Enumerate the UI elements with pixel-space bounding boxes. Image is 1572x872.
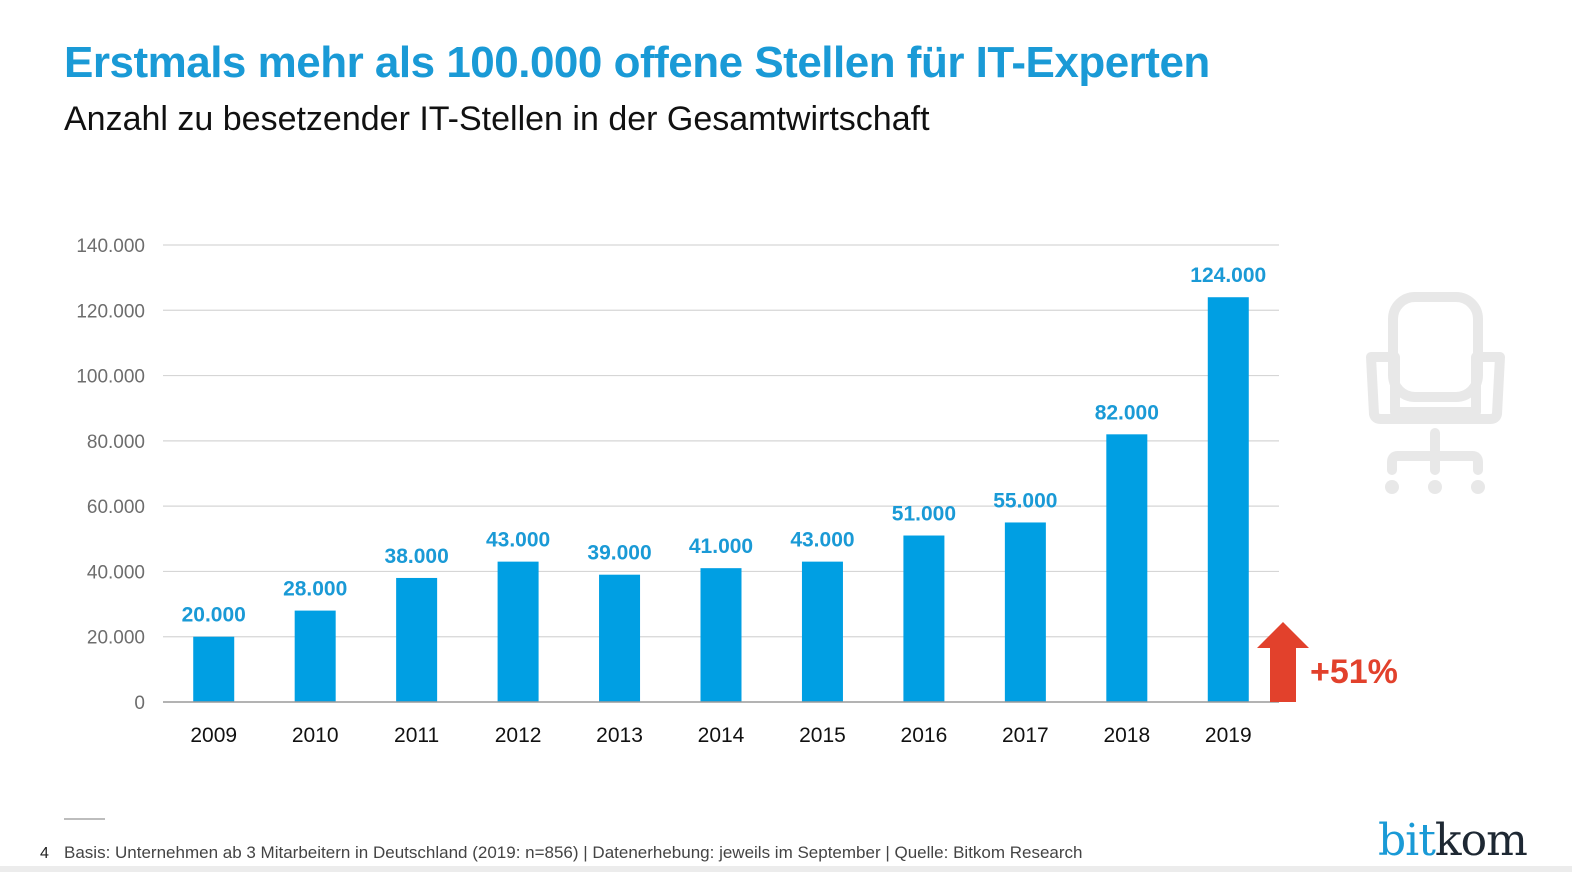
logo-part-bit: bit xyxy=(1378,815,1436,866)
data-label-2009: 20.000 xyxy=(182,604,246,627)
bitkom-logo: bitkom xyxy=(1378,815,1528,866)
x-tick-label: 2015 xyxy=(799,724,846,747)
growth-label: +51% xyxy=(1310,653,1398,691)
x-tick-label: 2016 xyxy=(901,724,948,747)
bar-2019 xyxy=(1207,297,1249,702)
x-tick-label: 2009 xyxy=(190,724,237,747)
y-tick-label: 40.000 xyxy=(87,562,145,583)
data-label-2010: 28.000 xyxy=(283,578,347,601)
bar-2012 xyxy=(497,561,539,702)
data-label-2015: 43.000 xyxy=(790,529,854,552)
bar-2010 xyxy=(294,610,336,702)
grid-layer xyxy=(163,244,1279,638)
x-tick-label: 2013 xyxy=(596,724,643,747)
data-label-2014: 41.000 xyxy=(689,535,753,558)
y-tick-label: 120.000 xyxy=(76,301,145,322)
footer-divider xyxy=(64,818,105,820)
y-tick-label: 0 xyxy=(134,693,145,714)
data-label-2016: 51.000 xyxy=(892,503,956,526)
x-tick-label: 2012 xyxy=(495,724,542,747)
bar-2016 xyxy=(903,535,945,702)
logo-part-kom: kom xyxy=(1434,815,1528,866)
y-axis-ticks: 0 20.000 40.000 60.000 80.000 100.000 120.000 1… xyxy=(76,236,145,714)
data-label-2019: 124.000 xyxy=(1190,264,1266,287)
x-tick-label: 2019 xyxy=(1205,724,1252,747)
x-tick-label: 2011 xyxy=(394,724,439,747)
page-title: Erstmals mehr als 100.000 offene Stellen… xyxy=(64,38,1210,87)
growth-annotation: +51% xyxy=(1257,622,1398,702)
data-label-2017: 55.000 xyxy=(993,489,1057,512)
data-labels: 20.000 28.000 38.000 43.000 39.000 41.000 43.0… xyxy=(182,264,1267,626)
bar-2011 xyxy=(396,577,438,702)
office-chair-icon xyxy=(1366,292,1505,475)
data-label-2018: 82.000 xyxy=(1095,401,1159,424)
page-number: 4 xyxy=(40,845,49,862)
bar-2014 xyxy=(700,568,742,702)
x-tick-label: 2018 xyxy=(1103,724,1150,747)
data-label-2012: 43.000 xyxy=(486,529,550,552)
bar-2015 xyxy=(801,561,843,702)
x-tick-label: 2017 xyxy=(1002,724,1049,747)
y-tick-label: 80.000 xyxy=(87,432,145,453)
data-label-2013: 39.000 xyxy=(587,542,651,565)
page-subtitle: Anzahl zu besetzender IT-Stellen in der … xyxy=(64,100,930,138)
x-axis-ticks: 2009 2010 2011 2012 2013 2014 2015 2016 2017 2018… xyxy=(190,724,1251,747)
bar-2009 xyxy=(193,636,235,702)
bottom-bar xyxy=(0,866,1572,872)
chair-wheels xyxy=(1385,480,1485,494)
y-tick-label: 140.000 xyxy=(76,236,145,257)
y-tick-label: 20.000 xyxy=(87,628,145,649)
y-tick-label: 60.000 xyxy=(87,497,145,518)
data-label-2011: 38.000 xyxy=(385,545,449,568)
y-tick-label: 100.000 xyxy=(76,367,145,388)
x-tick-label: 2014 xyxy=(698,724,745,747)
bar-2013 xyxy=(599,574,641,702)
x-tick-label: 2010 xyxy=(292,724,339,747)
source-footnote: Basis: Unternehmen ab 3 Mitarbeitern in … xyxy=(64,843,1083,862)
up-arrow-icon xyxy=(1257,622,1309,702)
bar-2018 xyxy=(1106,434,1148,702)
bars xyxy=(193,297,1249,702)
bar-2017 xyxy=(1004,522,1046,702)
